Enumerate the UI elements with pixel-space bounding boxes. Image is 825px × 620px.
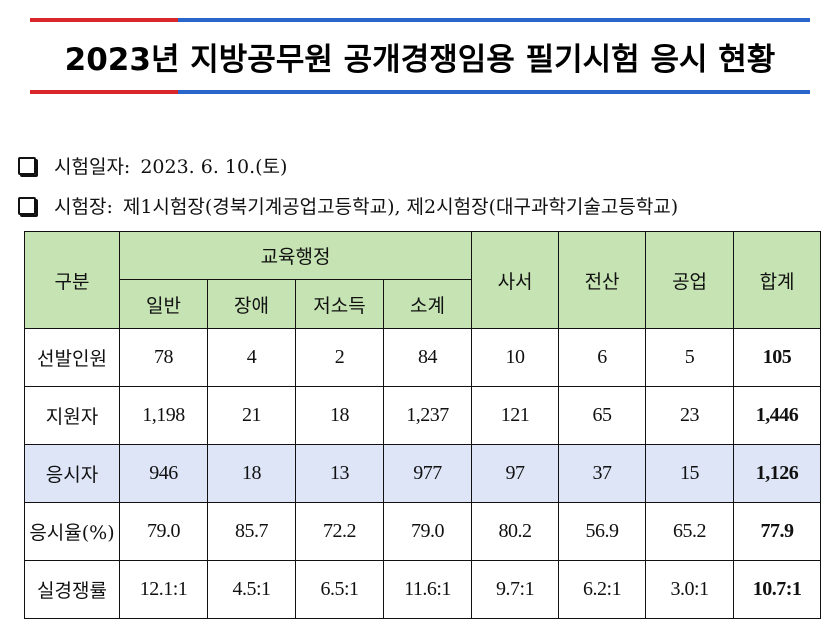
exam-date-value: 2023. 6. 10.(토) [140,156,288,178]
table-cell: 3.0:1 [645,560,735,619]
table-row: 실경쟁률 12.1:1 4.5:1 6.5:1 11.6:1 9.7:1 6.2… [24,560,822,619]
table-cell: 10 [471,328,560,387]
table-cell: 4.5:1 [207,560,296,619]
table-cell: 5 [645,328,735,387]
table-cell: 79.0 [382,502,473,561]
total-cell: 105 [733,328,822,387]
table-cell: 72.2 [295,502,384,561]
title-bottom-rule [30,90,810,94]
table-cell: 6.2:1 [558,560,647,619]
table-cell: 1,237 [382,386,473,445]
header-education-admin: 교육행정 [118,231,473,280]
header-subtotal: 소계 [382,279,473,329]
header-low-income: 저소득 [295,279,384,329]
table-row: 응시율(%) 79.0 85.7 72.2 79.0 80.2 56.9 65.… [24,502,822,561]
header-computer: 전산 [558,231,647,329]
table-cell: 4 [207,328,296,387]
exam-date-label: 시험일자: [54,156,131,178]
table-cell: 121 [471,386,560,445]
total-cell: 1,446 [733,386,822,445]
row-label: 응시율(%) [24,502,120,561]
table-row: 지원자 1,198 21 18 1,237 121 65 23 1,446 [24,386,822,445]
title-banner: 2023년 지방공무원 공개경쟁임용 필기시험 응시 현황 [30,18,810,94]
row-label: 실경쟁률 [24,560,120,619]
table-cell: 1,198 [119,386,208,445]
table-cell: 13 [295,444,384,503]
table-cell: 6.5:1 [295,560,384,619]
table-cell: 977 [382,444,473,503]
exam-date-line: 시험일자: 2023. 6. 10.(토) [18,152,287,179]
table-cell: 80.2 [471,502,560,561]
row-label: 선발인원 [24,328,120,387]
table-cell: 84 [382,328,473,387]
total-cell: 10.7:1 [733,560,822,619]
table-cell: 56.9 [558,502,647,561]
row-label: 지원자 [24,386,120,445]
table-cell: 79.0 [119,502,208,561]
header-disabled: 장애 [207,279,296,329]
table-cell: 21 [207,386,296,445]
header-librarian: 사서 [471,231,560,329]
header-industrial: 공업 [645,231,735,329]
table-cell: 15 [645,444,735,503]
table-row: 선발인원 78 4 2 84 10 6 5 105 [24,328,822,387]
applicant-status-table: 구분 교육행정 사서 전산 공업 합계 일반 장애 저소득 소계 선발인원 78… [24,231,822,619]
table-cell: 946 [119,444,208,503]
exam-venue-label: 시험장: [54,196,113,218]
total-cell: 1,126 [733,444,822,503]
table-cell: 6 [558,328,647,387]
exam-venue-value: 제1시험장(경북기계공업고등학교), 제2시험장(대구과학기술고등학교) [122,196,679,218]
table-cell: 65.2 [645,502,735,561]
table-row-highlighted: 응시자 946 18 13 977 97 37 15 1,126 [24,444,822,503]
table-cell: 9.7:1 [471,560,560,619]
table-cell: 37 [558,444,647,503]
table-cell: 65 [558,386,647,445]
exam-venue-line: 시험장: 제1시험장(경북기계공업고등학교), 제2시험장(대구과학기술고등학교… [18,192,678,219]
total-cell: 77.9 [733,502,822,561]
title-top-rule [30,18,810,22]
table-cell: 18 [295,386,384,445]
header-category: 구분 [24,231,120,329]
table-cell: 11.6:1 [382,560,473,619]
table-cell: 23 [645,386,735,445]
table-cell: 97 [471,444,560,503]
table-cell: 78 [119,328,208,387]
checkbox-bullet-icon [18,156,36,175]
table-cell: 12.1:1 [119,560,208,619]
header-general: 일반 [119,279,208,329]
header-total: 합계 [733,231,822,329]
page-title: 2023년 지방공무원 공개경쟁임용 필기시험 응시 현황 [64,42,776,78]
checkbox-bullet-icon [18,196,36,215]
table-cell: 18 [207,444,296,503]
table-cell: 85.7 [207,502,296,561]
table-cell: 2 [295,328,384,387]
row-label: 응시자 [24,444,120,503]
